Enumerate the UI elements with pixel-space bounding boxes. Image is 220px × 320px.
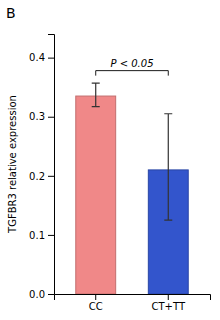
y-axis-title: TGFBR3 relative expression [7,95,18,234]
tick-mark [48,235,54,236]
tick-label: 0.2 [29,171,45,182]
tick-label: CT+TT [152,301,186,312]
significance-bracket [96,71,169,76]
y-axis: 0.0 0.1 0.2 0.3 0.4 [29,35,54,300]
tick-mark [48,58,54,59]
tick: 0.4 [29,52,54,63]
chart: 0.0 0.1 0.2 0.3 0.4 CC CT+TT P < 0.05 TGFBR3 rel… [0,0,220,320]
tick: 0.3 [29,111,54,122]
tick-label: 0.0 [29,289,45,300]
tick-mark [48,294,54,295]
tick-label: CC [89,301,103,312]
tick-mark [48,176,54,177]
tick: CC [89,294,103,312]
tick-label: 0.4 [29,52,45,63]
tick-mark [48,117,54,118]
title: B [6,5,16,21]
tick: 0.1 [29,230,54,241]
error-bar [92,83,100,107]
error-bar [164,114,172,220]
x-axis: CC CT+TT [55,294,211,312]
tick-label: 0.1 [29,230,45,241]
axis-line [55,295,211,301]
tick-mark [168,294,169,300]
tick: 0.0 [29,289,54,300]
tick-mark [95,294,96,300]
marks [76,83,188,294]
tick-label: 0.3 [29,111,45,122]
tick: CT+TT [152,294,186,312]
bar [76,96,116,294]
tick: 0.2 [29,171,54,182]
axis-line [48,35,55,295]
plot: 0.0 0.1 0.2 0.3 0.4 CC CT+TT P < 0.05 [29,35,210,313]
annotation: P < 0.05 [110,58,153,69]
